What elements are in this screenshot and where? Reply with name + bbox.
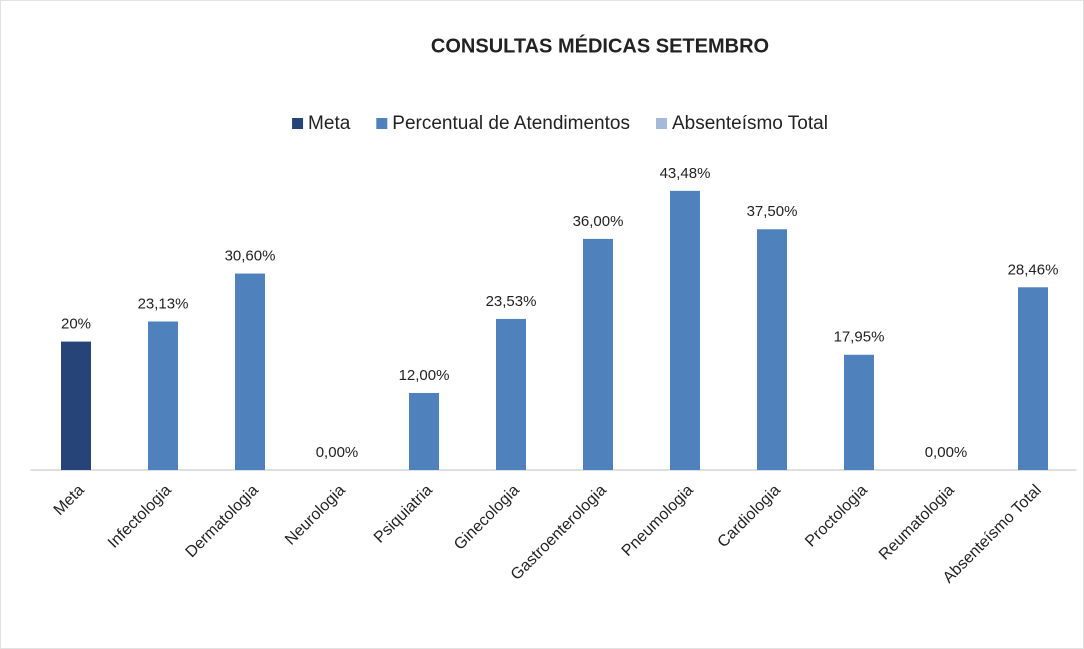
value-label: 43,48% bbox=[660, 165, 711, 182]
value-label: 0,00% bbox=[925, 444, 968, 461]
value-label: 23,13% bbox=[138, 295, 189, 312]
bar bbox=[1018, 287, 1048, 470]
bar bbox=[583, 238, 613, 470]
bar bbox=[757, 229, 787, 470]
bar bbox=[844, 354, 874, 470]
value-label: 0,00% bbox=[316, 444, 359, 461]
value-label: 23,53% bbox=[486, 293, 537, 310]
legend-label: Absenteísmo Total bbox=[672, 113, 828, 134]
legend-swatch bbox=[376, 118, 388, 129]
value-label: 36,00% bbox=[573, 213, 624, 230]
value-label: 30,60% bbox=[225, 248, 276, 265]
legend-label: Percentual de Atendimentos bbox=[392, 113, 630, 134]
legend-swatch bbox=[292, 118, 304, 129]
chart-title: CONSULTAS MÉDICAS SETEMBRO bbox=[431, 34, 769, 57]
legend-label: Meta bbox=[308, 113, 351, 134]
legend-swatch bbox=[655, 118, 667, 129]
value-label: 28,46% bbox=[1008, 261, 1059, 278]
bar bbox=[409, 392, 439, 470]
value-label: 37,50% bbox=[747, 203, 798, 220]
bar bbox=[670, 190, 700, 470]
bar bbox=[235, 273, 265, 470]
value-label: 12,00% bbox=[399, 367, 450, 384]
bar bbox=[61, 341, 91, 470]
value-label: 17,95% bbox=[834, 329, 885, 346]
bar bbox=[148, 321, 178, 470]
bar bbox=[496, 318, 526, 470]
value-label: 20% bbox=[61, 316, 91, 333]
